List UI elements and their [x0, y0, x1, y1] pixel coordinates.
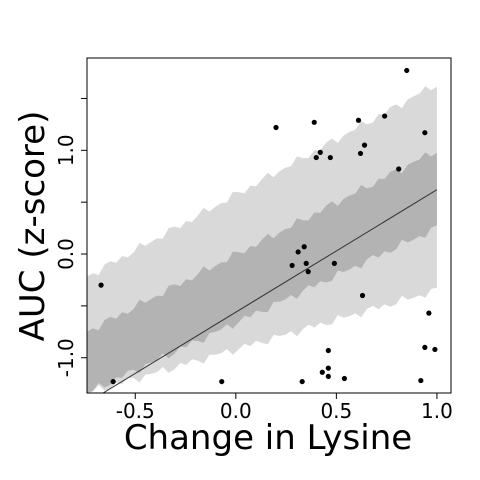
data-point [110, 378, 116, 385]
x-tick-label: 0.5 [320, 399, 352, 423]
y-axis-title: AUC (z-score) [13, 111, 53, 342]
data-point [418, 377, 424, 384]
data-point [311, 119, 317, 125]
data-point [331, 260, 337, 266]
y-axis: -1.0 0.0 1.0 [54, 97, 87, 377]
data-point [357, 150, 364, 157]
regression-line-layer [102, 189, 438, 393]
data-point [289, 262, 295, 269]
data-point [361, 142, 368, 148]
confidence-bands [87, 86, 437, 393]
data-point [422, 344, 428, 350]
data-point [219, 378, 225, 385]
data-point [426, 310, 432, 316]
data-point [313, 154, 319, 161]
data-point [359, 292, 366, 299]
data-point [422, 130, 428, 136]
data-point [299, 378, 305, 385]
data-point [273, 124, 279, 131]
data-point [325, 347, 331, 354]
y-tick-label: 1.0 [54, 134, 78, 166]
x-axis: -0.5 0.0 0.5 1.0 [116, 393, 453, 423]
data-point [341, 375, 348, 382]
data-point [404, 67, 410, 74]
data-point [301, 244, 307, 250]
x-axis-title: Change in Lysine [124, 418, 412, 458]
inner-confidence-band [87, 152, 437, 393]
data-point [295, 249, 301, 255]
regression-line [102, 189, 438, 393]
y-tick-label: -1.0 [54, 338, 78, 377]
x-tick-label: -0.5 [116, 399, 155, 423]
data-point [396, 166, 402, 172]
data-points [98, 67, 438, 385]
data-point [382, 113, 388, 119]
plot-frame [86, 57, 452, 394]
x-tick-label: 1.0 [421, 399, 453, 423]
data-point [325, 365, 331, 371]
data-point [305, 269, 311, 275]
data-point [325, 373, 331, 380]
data-point [327, 154, 333, 161]
data-point [98, 282, 104, 288]
x-tick-label: 0.0 [220, 399, 252, 423]
y-tick-label: 0.0 [54, 238, 78, 270]
data-point [303, 260, 309, 266]
data-point [355, 117, 362, 123]
data-point [317, 149, 323, 155]
data-point [319, 369, 325, 375]
data-point [432, 346, 438, 353]
